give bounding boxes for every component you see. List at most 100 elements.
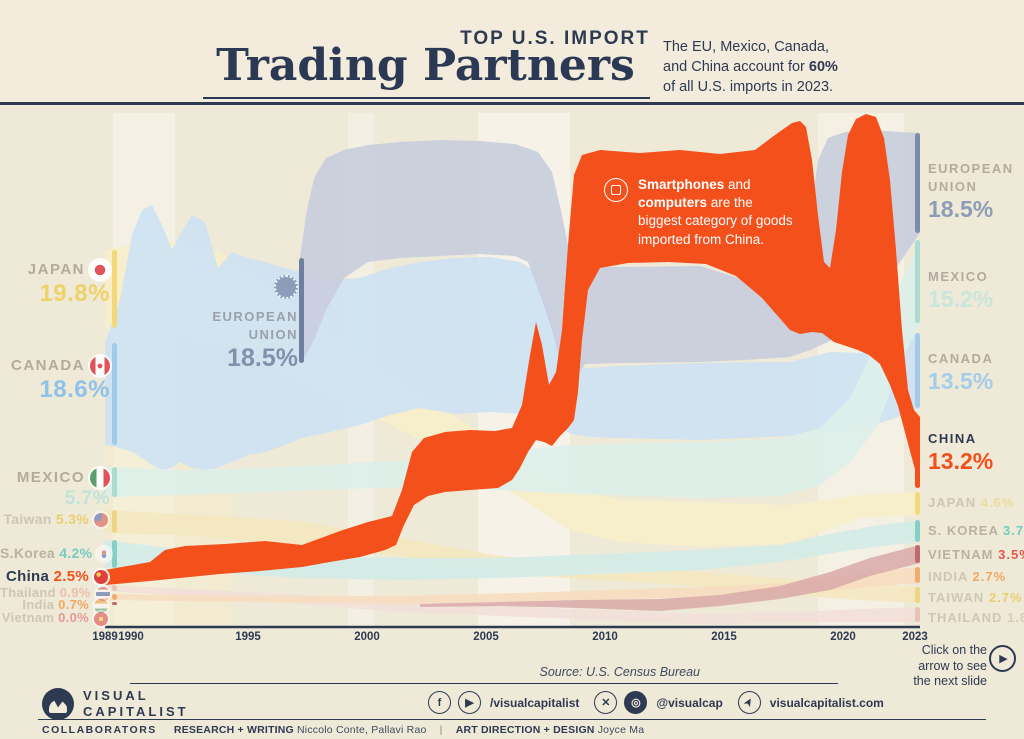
- left-label-vietnam-name: Vietnam: [1, 610, 55, 625]
- stream-canada: [105, 205, 920, 470]
- next-slide-note: Click on the arrow to see the next slide: [845, 643, 987, 690]
- china-annotation-bold1: Smartphones: [638, 177, 725, 192]
- next-slide-line2: arrow to see: [918, 658, 987, 673]
- left-label-mexico-name: MEXICO: [16, 469, 85, 487]
- collaborators: COLLABORATORS RESEARCH + WRITING Niccolo…: [42, 724, 644, 736]
- social-handle-2[interactable]: @visualcap: [656, 695, 723, 710]
- social-handle-1[interactable]: /visualcapitalist: [490, 695, 580, 710]
- social-handle-3[interactable]: visualcapitalist.com: [769, 695, 884, 710]
- eu-flag-icon: [274, 275, 298, 299]
- right-label-taiwan-name: TAIWAN: [928, 590, 985, 605]
- canada-flag-icon: [90, 356, 110, 376]
- brand: VISUAL CAPITALIST: [42, 688, 189, 721]
- left-entry-markers: [112, 250, 117, 605]
- stream-vietnam: [420, 545, 920, 611]
- right-label-india: INDIA 2.7%: [928, 569, 1006, 584]
- left-label-thailand-name: Thailand: [0, 585, 56, 600]
- right-label-canada-name: CANADA: [928, 351, 994, 366]
- left-label-skorea: S.Korea 4.2%: [0, 545, 112, 562]
- right-label-canada-value: 13.5%: [928, 368, 994, 394]
- china-flag-icon: [94, 570, 108, 585]
- left-label-japan: JAPAN 19.8%: [8, 260, 110, 308]
- left-label-skorea-name: S.Korea: [0, 545, 56, 561]
- taiwan-flag-icon: [94, 513, 108, 528]
- x-tick-2023: 2023: [902, 631, 928, 643]
- china-annotation-rest1: and: [724, 177, 751, 192]
- collaborators-heading: COLLABORATORS: [42, 724, 157, 736]
- right-label-japan: JAPAN 4.6%: [928, 495, 1014, 510]
- next-slide-line3: the next slide: [913, 674, 987, 689]
- title-underline: [203, 97, 650, 99]
- right-label-canada: CANADA 13.5%: [928, 350, 993, 395]
- right-label-eu-name1: EUROPEAN: [928, 161, 1014, 176]
- collab-role-1: RESEARCH + WRITING: [173, 724, 294, 736]
- left-label-taiwan: Taiwan 5.3%: [0, 511, 108, 528]
- header: TOP U.S. IMPORT Trading Partners The EU,…: [0, 0, 1024, 105]
- brand-line2: CAPITALIST: [83, 704, 189, 720]
- social-links: f ▶ /visualcapitalist ✕ ◎ @visualcap ➤ v…: [428, 691, 892, 714]
- footer-divider-bottom: [38, 719, 986, 721]
- left-label-taiwan-value: 5.3%: [55, 511, 89, 527]
- left-label-skorea-value: 4.2%: [59, 545, 93, 561]
- right-label-vietnam: VIETNAM 3.5%: [928, 547, 1024, 562]
- right-label-india-value: 2.7%: [972, 569, 1007, 584]
- stream-mexico: [105, 240, 920, 498]
- subtitle-line2: and China account for: [663, 59, 809, 75]
- subtitle: The EU, Mexico, Canada, and China accoun…: [663, 37, 868, 97]
- stream-eu: [300, 130, 920, 390]
- left-label-thailand-value: 0.9%: [59, 585, 91, 600]
- stream-china: [105, 114, 920, 585]
- stream-thailand: [105, 585, 920, 624]
- brand-line1: VISUAL: [83, 688, 149, 703]
- china-annotation-bold2: computers: [638, 195, 708, 211]
- footer-divider-top: [130, 683, 838, 685]
- instagram-icon[interactable]: ◎: [624, 691, 648, 714]
- subtitle-bold: 60%: [808, 59, 838, 75]
- china-annotation-line4: imported from China.: [638, 231, 765, 247]
- subtitle-line1: The EU, Mexico, Canada,: [663, 39, 830, 55]
- smartphone-chip-icon: [604, 178, 628, 202]
- x-twitter-icon[interactable]: ✕: [594, 691, 618, 714]
- next-slide-line1: Click on the: [921, 643, 987, 657]
- eu-annotation-line2: UNION: [248, 327, 298, 342]
- right-label-japan-value: 4.6%: [980, 495, 1015, 510]
- right-label-skorea: S. KOREA 3.7%: [928, 523, 1024, 538]
- mexico-flag-icon: [90, 468, 110, 488]
- page-title: Trading Partners: [216, 40, 635, 91]
- right-label-taiwan-value: 2.7%: [988, 590, 1023, 605]
- collab-names-1: Niccolo Conte, Pallavi Rao: [297, 724, 427, 736]
- collab-role-2: ART DIRECTION + DESIGN: [455, 724, 595, 736]
- x-tick-1989: 1989: [92, 631, 118, 643]
- right-label-eu: EUROPEAN UNION 18.5%: [928, 160, 1014, 223]
- x-tick-1990: 1990: [118, 631, 144, 643]
- left-label-china: China 2.5%: [0, 568, 108, 585]
- right-exit-markers: [915, 133, 920, 622]
- skorea-flag-icon: [97, 547, 112, 562]
- left-label-china-name: China: [5, 568, 50, 585]
- source-note: Source: U.S. Census Bureau: [539, 665, 701, 679]
- china-annotation-text: Smartphones and computers are the bigges…: [638, 176, 814, 249]
- x-tick-2000: 2000: [354, 631, 380, 643]
- left-label-japan-name: JAPAN: [27, 261, 85, 279]
- stream-taiwan: [105, 510, 920, 603]
- right-label-mexico-name: MEXICO: [928, 269, 989, 284]
- right-label-china: CHINA 13.2%: [928, 430, 993, 475]
- eu-annotation: EUROPEAN UNION 18.5%: [180, 275, 298, 373]
- x-tick-2010: 2010: [592, 631, 618, 643]
- youtube-icon[interactable]: ▶: [458, 691, 481, 714]
- right-label-japan-name: JAPAN: [928, 495, 977, 510]
- right-label-thailand: THAILAND 1.8%: [928, 610, 1024, 625]
- left-label-canada-value: 18.6%: [39, 376, 110, 403]
- right-label-china-value: 13.2%: [928, 448, 994, 474]
- next-slide-button[interactable]: ▶: [989, 645, 1016, 672]
- left-label-canada-name: CANADA: [11, 357, 85, 375]
- x-tick-2020: 2020: [830, 631, 856, 643]
- facebook-icon[interactable]: f: [428, 691, 451, 714]
- eu-entry-marker: [299, 258, 304, 363]
- right-label-skorea-name: S. KOREA: [928, 523, 999, 538]
- brand-name: VISUAL CAPITALIST: [83, 688, 189, 721]
- right-label-thailand-value: 1.8%: [1007, 610, 1024, 625]
- right-label-thailand-name: THAILAND: [928, 610, 1003, 625]
- cursor-icon[interactable]: ➤: [737, 691, 761, 714]
